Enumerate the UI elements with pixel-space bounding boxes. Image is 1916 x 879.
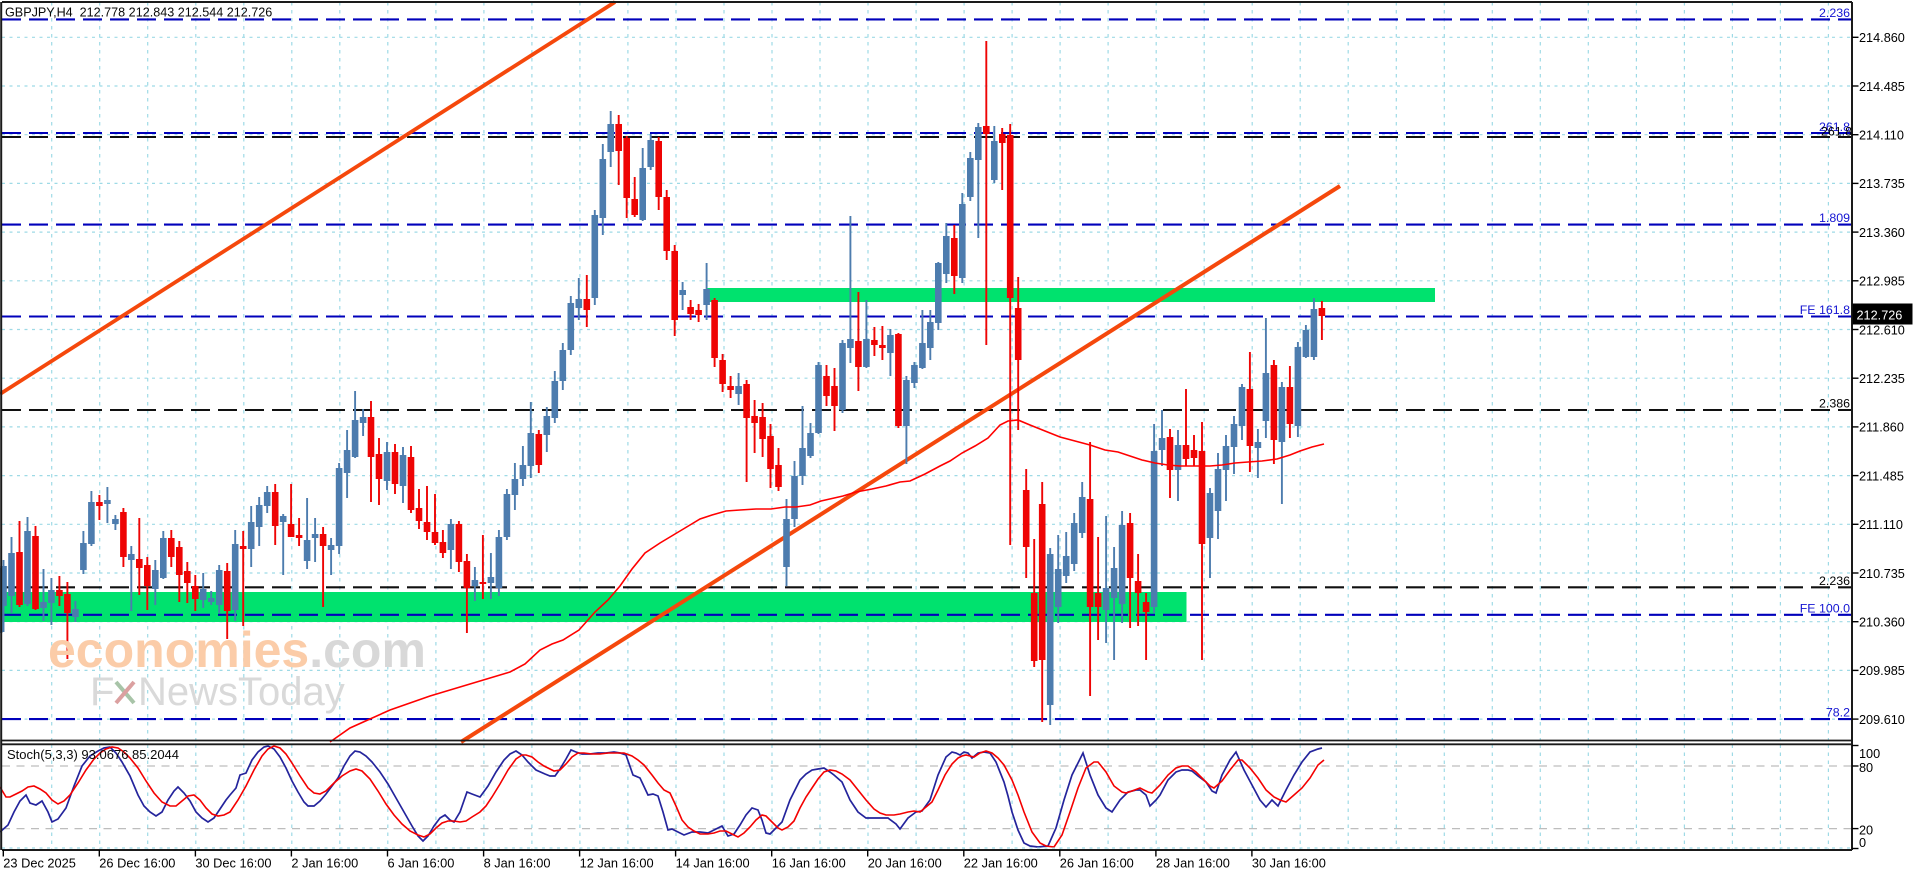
svg-text:6 Jan 16:00: 6 Jan 16:00: [388, 856, 455, 871]
svg-text:209.985: 209.985: [1859, 664, 1905, 678]
svg-text:28 Jan 16:00: 28 Jan 16:00: [1156, 856, 1230, 871]
svg-text:F: F: [90, 670, 114, 714]
svg-text:213.735: 213.735: [1859, 177, 1905, 191]
svg-text:2.236: 2.236: [1819, 574, 1850, 588]
svg-text:210.360: 210.360: [1859, 616, 1905, 630]
svg-text:NewsToday: NewsToday: [138, 670, 345, 714]
svg-text:economies.com: economies.com: [48, 622, 426, 678]
svg-text:80: 80: [1859, 761, 1873, 775]
svg-text:Stoch(5,3,3) 93.0676 85.2044: Stoch(5,3,3) 93.0676 85.2044: [7, 747, 179, 762]
svg-text:213.360: 213.360: [1859, 226, 1905, 240]
svg-text:0: 0: [1859, 836, 1866, 850]
svg-text:8 Jan 16:00: 8 Jan 16:00: [484, 856, 551, 871]
svg-text:26 Jan 16:00: 26 Jan 16:00: [1060, 856, 1134, 871]
svg-text:26 Dec 16:00: 26 Dec 16:00: [99, 856, 175, 871]
svg-text:FE 161.8: FE 161.8: [1800, 303, 1850, 317]
svg-text:211.485: 211.485: [1859, 469, 1904, 483]
svg-text:GBPJPY,H4 212.778 212.843 212: GBPJPY,H4 212.778 212.843 212.544 212.72…: [5, 6, 272, 20]
svg-text:2 Jan 16:00: 2 Jan 16:00: [291, 856, 358, 871]
svg-text:212.985: 212.985: [1859, 275, 1905, 289]
svg-text:1.809: 1.809: [1819, 211, 1850, 225]
svg-text:212.610: 212.610: [1859, 323, 1905, 337]
svg-text:14 Jan 16:00: 14 Jan 16:00: [676, 856, 750, 871]
svg-text:FE 100.0: FE 100.0: [1800, 602, 1850, 616]
svg-text:30 Dec 16:00: 30 Dec 16:00: [195, 856, 271, 871]
svg-text:212.726: 212.726: [1857, 309, 1903, 323]
svg-text:22 Jan 16:00: 22 Jan 16:00: [964, 856, 1038, 871]
svg-text:209.610: 209.610: [1859, 713, 1905, 727]
svg-text:214.110: 214.110: [1859, 129, 1904, 143]
svg-text:211.860: 211.860: [1859, 421, 1904, 435]
svg-text:212.235: 212.235: [1859, 372, 1905, 386]
svg-text:214.485: 214.485: [1859, 80, 1905, 94]
svg-text:2.236: 2.236: [1819, 6, 1850, 20]
svg-text:30 Jan 16:00: 30 Jan 16:00: [1252, 856, 1326, 871]
svg-text:2.386: 2.386: [1819, 397, 1850, 411]
svg-text:23 Dec 2025: 23 Dec 2025: [3, 856, 76, 871]
svg-text:12 Jan 16:00: 12 Jan 16:00: [580, 856, 654, 871]
svg-text:20 Jan 16:00: 20 Jan 16:00: [868, 856, 942, 871]
svg-text:16 Jan 16:00: 16 Jan 16:00: [772, 856, 846, 871]
svg-text:211.110: 211.110: [1859, 518, 1903, 532]
svg-text:20: 20: [1859, 824, 1873, 838]
svg-text:261.8: 261.8: [1821, 125, 1852, 139]
svg-text:261.8: 261.8: [1819, 120, 1850, 134]
svg-text:78.2: 78.2: [1826, 706, 1850, 720]
svg-text:210.735: 210.735: [1859, 567, 1905, 581]
svg-text:214.860: 214.860: [1859, 31, 1905, 45]
svg-text:100: 100: [1859, 747, 1880, 761]
